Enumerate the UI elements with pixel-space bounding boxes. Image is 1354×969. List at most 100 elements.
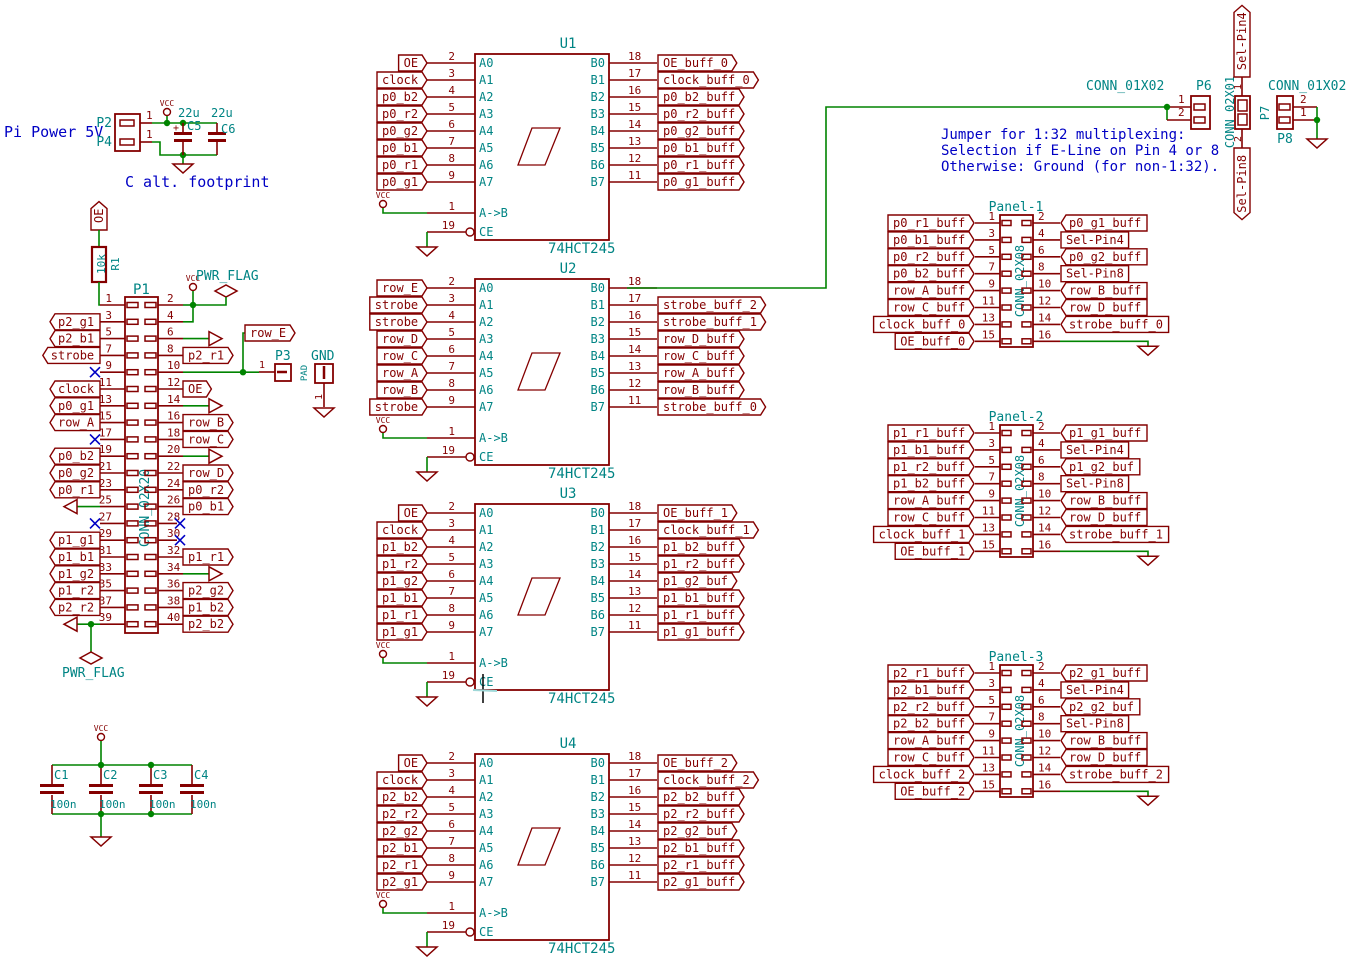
vcc-symbol[interactable] <box>96 732 106 742</box>
global-label-clock_buff_0[interactable]: clock_buff_0 <box>872 315 975 334</box>
global-label-row_C_buff[interactable]: row_C_buff <box>887 508 975 527</box>
global-label-strobe_buff_1[interactable]: strobe_buff_1 <box>1060 525 1170 544</box>
global-label-p1_r2_buff[interactable]: p1_r2_buff <box>887 458 975 476</box>
global-label-Sel-Pin4[interactable]: Sel-Pin4 <box>1233 4 1251 78</box>
global-label-p2_r2_buff[interactable]: p2_r2_buff <box>657 805 745 823</box>
gnd-symbol[interactable] <box>1305 138 1329 150</box>
gnd-symbol[interactable] <box>208 447 224 465</box>
global-label-p0_r2_buff[interactable]: p0_r2_buff <box>887 248 975 266</box>
global-label-p1_b2[interactable]: p1_b2 <box>182 598 234 617</box>
global-label-strobe[interactable]: strobe <box>369 313 428 331</box>
wire[interactable] <box>1060 340 1149 347</box>
global-label-row_C[interactable]: row_C <box>376 347 428 365</box>
gnd-symbol[interactable] <box>415 946 439 958</box>
vcc-symbol[interactable] <box>378 649 388 659</box>
global-label-clock[interactable]: clock <box>49 380 101 398</box>
global-label-clock_buff_1[interactable]: clock_buff_1 <box>657 521 760 539</box>
global-label-p1_b1[interactable]: p1_b1 <box>376 589 428 607</box>
global-label-p1_b1[interactable]: p1_b1 <box>49 548 101 566</box>
global-label-p2_g1[interactable]: p2_g1 <box>49 313 101 331</box>
global-label-p0_g2[interactable]: p0_g2 <box>376 122 428 140</box>
wire[interactable] <box>152 141 217 156</box>
vcc-symbol[interactable] <box>378 899 388 909</box>
global-label-strobe[interactable]: strobe <box>369 398 428 416</box>
global-label-row_C_buff[interactable]: row_C_buff <box>657 347 745 365</box>
connector-body[interactable] <box>1276 95 1294 130</box>
global-label-p2_b2[interactable]: p2_b2 <box>182 615 234 633</box>
global-label-p1_r2[interactable]: p1_r2 <box>376 555 428 573</box>
wire[interactable] <box>382 658 427 664</box>
pwr-flag-icon[interactable] <box>78 651 104 665</box>
global-label-p1_b2[interactable]: p1_b2 <box>376 538 428 556</box>
ic-U3[interactable]: U3 74HCT245 2 A0 3 A1 4 A2 5 A3 6 A4 7 A5 8 A6 9 A7 18 B0 17… <box>427 486 657 707</box>
global-label-p2_r1_buff[interactable]: p2_r1_buff <box>657 856 745 874</box>
global-label-p2_b1_buff[interactable]: p2_b1_buff <box>657 839 745 857</box>
global-label-p0_g2[interactable]: p0_g2 <box>49 464 101 482</box>
global-label-p0_r2[interactable]: p0_r2 <box>182 481 234 499</box>
global-label-row_A_buff[interactable]: row_A_buff <box>887 491 975 510</box>
global-label-p2_r1[interactable]: p2_r1 <box>182 346 234 365</box>
global-label-row_B_buff[interactable]: row_B_buff <box>657 381 745 399</box>
global-label-row_B_buff[interactable]: row_B_buff <box>1060 491 1148 510</box>
global-label-p2_b2_buff[interactable]: p2_b2_buff <box>887 715 975 733</box>
global-label-p0_r2[interactable]: p0_r2 <box>376 105 428 123</box>
global-label-p2_g2_buf[interactable]: p2_g2_buf <box>657 822 738 840</box>
global-label-p2_b2[interactable]: p2_b2 <box>376 788 428 806</box>
gnd-symbol[interactable] <box>1136 795 1160 807</box>
global-label-p2_b2_buff[interactable]: p2_b2_buff <box>657 788 745 806</box>
global-label-p1_g1_buff[interactable]: p1_g1_buff <box>657 623 745 641</box>
global-label-p1_b1_buff[interactable]: p1_b1_buff <box>887 441 975 459</box>
gnd-symbol[interactable] <box>1136 555 1160 567</box>
global-label-p0_g2_buff[interactable]: p0_g2_buff <box>1060 248 1148 266</box>
global-label-strobe[interactable]: strobe <box>41 346 101 365</box>
global-label-p0_b1[interactable]: p0_b1 <box>182 497 234 516</box>
global-label-row_A[interactable]: row_A <box>376 364 428 382</box>
wire[interactable] <box>1060 790 1149 797</box>
global-label-p1_b2_buff[interactable]: p1_b2_buff <box>657 538 745 556</box>
global-label-row_C_buff[interactable]: row_C_buff <box>887 298 975 317</box>
global-label-strobe[interactable]: strobe <box>369 296 428 314</box>
wire[interactable] <box>382 433 427 439</box>
global-label-row_B_buff[interactable]: row_B_buff <box>1060 281 1148 300</box>
global-label-p1_g1[interactable]: p1_g1 <box>376 623 428 641</box>
gnd-symbol[interactable] <box>208 565 224 583</box>
global-label-p2_g1_buff[interactable]: p2_g1_buff <box>657 873 745 891</box>
global-label-row_D_buff[interactable]: row_D_buff <box>657 330 745 348</box>
global-label-OE_buff_1[interactable]: OE_buff_1 <box>657 504 738 522</box>
pwr-flag-icon[interactable] <box>213 284 239 298</box>
global-label-clock_buff_2[interactable]: clock_buff_2 <box>872 765 975 784</box>
wire[interactable] <box>98 282 100 306</box>
global-label-row_D_buff[interactable]: row_D_buff <box>1060 298 1148 317</box>
gnd-symbol[interactable] <box>62 498 78 515</box>
global-label-p0_b1_buff[interactable]: p0_b1_buff <box>887 231 975 249</box>
global-label-Sel-Pin4[interactable]: Sel-Pin4 <box>1060 681 1130 699</box>
wire[interactable] <box>627 106 1168 289</box>
global-label-p1_g2[interactable]: p1_g2 <box>376 572 428 590</box>
global-label-clock_buff_2[interactable]: clock_buff_2 <box>657 771 760 789</box>
gnd-symbol[interactable] <box>89 836 113 848</box>
global-label-p1_b1_buff[interactable]: p1_b1_buff <box>657 589 745 607</box>
global-label-clock[interactable]: clock <box>376 771 428 789</box>
global-label-Sel-Pin8[interactable]: Sel-Pin8 <box>1060 715 1130 733</box>
global-label-p2_g2[interactable]: p2_g2 <box>182 581 234 600</box>
global-label-OE_buff_1[interactable]: OE_buff_1 <box>894 542 975 560</box>
global-label-row_B[interactable]: row_B <box>182 413 234 432</box>
ic-U4[interactable]: U4 74HCT245 2 A0 3 A1 4 A2 5 A3 6 A4 7 A5 8 A6 9 A7 18 B0 17… <box>427 736 657 957</box>
global-label-p2_g1[interactable]: p2_g1 <box>376 873 428 891</box>
global-label-row_D_buff[interactable]: row_D_buff <box>1060 748 1148 767</box>
global-label-p2_g2_buf[interactable]: p2_g2_buf <box>1060 698 1141 716</box>
global-label-row_E[interactable]: row_E <box>244 324 296 342</box>
ic-U2[interactable]: U2 74HCT245 2 A0 3 A1 4 A2 5 A3 6 A4 7 A5 8 A6 9 A7 18 B0 17… <box>427 261 657 482</box>
global-label-row_E[interactable]: row_E <box>376 279 428 297</box>
global-label-OE[interactable]: OE <box>397 504 428 522</box>
global-label-strobe_buff_2[interactable]: strobe_buff_2 <box>1060 765 1170 784</box>
global-label-strobe_buff_2[interactable]: strobe_buff_2 <box>657 296 767 314</box>
global-label-p2_b1[interactable]: p2_b1 <box>49 329 101 348</box>
wire[interactable] <box>382 208 427 214</box>
global-label-OE[interactable]: OE <box>397 54 428 72</box>
global-label-p1_g1[interactable]: p1_g1 <box>49 531 101 549</box>
vcc-symbol[interactable] <box>188 282 198 292</box>
gnd-symbol[interactable] <box>312 407 336 419</box>
